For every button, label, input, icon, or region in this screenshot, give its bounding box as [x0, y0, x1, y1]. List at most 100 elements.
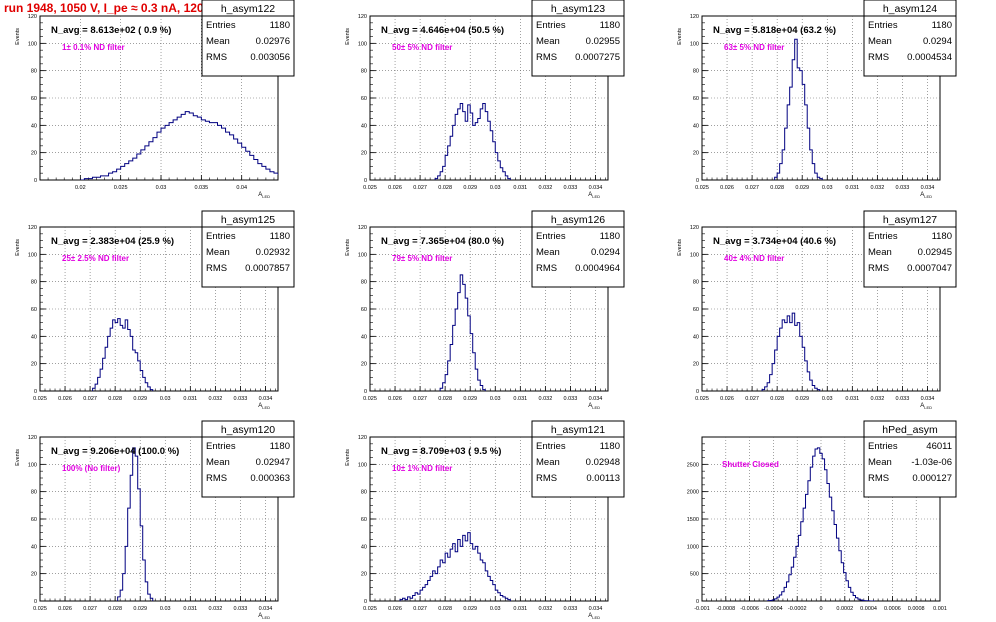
y-tick-label: 100 — [690, 252, 699, 258]
filter-label: 10± 1% ND filter — [392, 464, 452, 473]
stats-hist-name: h_asym122 — [221, 3, 275, 15]
x-tick-label: 0.027 — [745, 396, 759, 402]
y-tick-label: 60 — [693, 307, 699, 313]
x-tick-label: 0.028 — [770, 396, 784, 402]
stats-label: Entries — [536, 231, 566, 242]
x-tick-label: 0.031 — [513, 396, 527, 402]
y-tick-label: 60 — [31, 517, 37, 523]
stats-hist-name: h_asym124 — [883, 3, 937, 15]
x-tick-label: 0.02 — [75, 185, 86, 191]
stats-value: 0.02945 — [918, 247, 952, 258]
stats-hist-name: h_asym120 — [221, 424, 275, 436]
y-tick-label: 120 — [690, 225, 699, 231]
x-tick-label: 0.03 — [822, 396, 833, 402]
x-tick-label: 0.035 — [194, 185, 208, 191]
y-tick-label: 40 — [693, 334, 699, 340]
y-tick-label: 100 — [358, 41, 367, 47]
histogram-panel-h_asym127: 0.025 0.026 0.027 0.028 0.029 0.03 0.031 0.032 0… — [677, 210, 957, 410]
x-tick-label: 0.029 — [463, 185, 477, 191]
y-tick-label: 40 — [361, 334, 367, 340]
histogram-outline — [761, 312, 821, 391]
x-axis-subscript: LED — [262, 405, 270, 410]
x-tick-label: 0.029 — [795, 185, 809, 191]
x-tick-label: 0.034 — [921, 396, 935, 402]
x-tick-label: 0.033 — [896, 396, 910, 402]
stats-hist-name: h_asym127 — [883, 214, 937, 226]
stats-value: 0.00113 — [586, 473, 620, 484]
x-axis-subscript: LED — [924, 405, 932, 410]
x-tick-label: 0.032 — [870, 396, 884, 402]
navg-label: N_avg = 9.206e+04 (100.0 %) — [51, 446, 179, 457]
y-tick-label: 20 — [693, 151, 699, 157]
x-tick-label: 0.029 — [795, 396, 809, 402]
x-tick-label: 0.026 — [388, 396, 402, 402]
x-tick-label: 0.0006 — [884, 606, 901, 612]
y-tick-label: 60 — [693, 96, 699, 102]
stats-value: 0.0004534 — [907, 52, 952, 63]
y-tick-label: 120 — [358, 14, 367, 20]
x-tick-label: 0.033 — [564, 396, 578, 402]
stats-label: Mean — [536, 247, 560, 258]
x-tick-label: 0.027 — [745, 185, 759, 191]
x-tick-label: 0.03 — [160, 396, 171, 402]
stats-hist-name: h_asym125 — [221, 214, 275, 226]
x-tick-label: 0.027 — [413, 185, 427, 191]
stats-label: Mean — [536, 457, 560, 468]
y-tick-label: 100 — [358, 462, 367, 468]
x-tick-label: 0.027 — [413, 396, 427, 402]
stats-value: 0.0007857 — [245, 263, 290, 274]
x-tick-label: -0.0006 — [740, 606, 759, 612]
x-tick-label: 0.028 — [770, 185, 784, 191]
x-tick-label: 0.033 — [896, 185, 910, 191]
stats-value: 1180 — [270, 441, 290, 452]
stats-box — [863, 420, 957, 498]
x-tick-label: -0.0008 — [716, 606, 735, 612]
stats-box — [863, 0, 957, 77]
histogram-panel-h_asym126: 0.025 0.026 0.027 0.028 0.029 0.03 0.031 0.032 0… — [345, 210, 625, 410]
navg-label: N_avg = 4.646e+04 (50.5 %) — [381, 25, 504, 36]
histogram-panel-hPed_asym: -0.001 -0.0008 -0.0006 -0.0004 -0.0002 0 0.000… — [687, 420, 957, 612]
x-axis-title: ALED — [920, 403, 932, 410]
y-tick-label: 1500 — [687, 517, 699, 523]
x-tick-label: 0.026 — [388, 606, 402, 612]
x-tick-label: 0.034 — [589, 606, 603, 612]
stats-label: Entries — [868, 441, 898, 452]
navg-label: N_avg = 7.365e+04 (80.0 %) — [381, 236, 504, 247]
x-tick-label: 0.03 — [490, 606, 501, 612]
stats-value: 0.02955 — [586, 36, 620, 47]
y-tick-label: 40 — [693, 123, 699, 129]
y-tick-label: 120 — [358, 435, 367, 441]
y-tick-label: 80 — [361, 490, 367, 496]
x-tick-label: 0.03 — [160, 606, 171, 612]
x-tick-label: 0.034 — [589, 396, 603, 402]
stats-value: 0.000363 — [250, 473, 290, 484]
x-axis-subscript: LED — [592, 405, 600, 410]
y-tick-label: 0 — [696, 389, 699, 395]
stats-box — [531, 0, 625, 77]
stats-label: Entries — [536, 441, 566, 452]
run-title: run 1948, 1050 V, I_pe ≈ 0.3 nA, 120 Hz — [4, 1, 222, 15]
y-tick-label: 100 — [28, 462, 37, 468]
x-tick-label: 0.025 — [363, 606, 377, 612]
x-tick-label: 0.032 — [870, 185, 884, 191]
x-tick-label: 0.025 — [114, 185, 128, 191]
x-tick-label: 0.03 — [490, 396, 501, 402]
x-tick-label: 0.031 — [845, 396, 859, 402]
y-tick-label: 20 — [361, 572, 367, 578]
x-tick-label: 0.0008 — [908, 606, 925, 612]
stats-label: Entries — [206, 441, 236, 452]
x-tick-label: 0.031 — [183, 606, 197, 612]
x-tick-label: 0.026 — [58, 396, 72, 402]
x-tick-label: 0.028 — [108, 606, 122, 612]
y-tick-label: 0 — [696, 178, 699, 184]
stats-label: Mean — [206, 457, 230, 468]
y-tick-label: 80 — [31, 490, 37, 496]
x-tick-label: 0.03 — [490, 185, 501, 191]
stats-box — [201, 210, 295, 288]
stats-label: Entries — [868, 20, 898, 31]
x-tick-label: 0.027 — [83, 396, 97, 402]
stats-value: 0.02976 — [256, 36, 290, 47]
y-tick-label: 20 — [361, 151, 367, 157]
histogram-panel-h_asym122: 0.02 0.025 0.03 0.035 0.04 0 20 40 60 80 100 120 Eve… — [15, 0, 295, 199]
histogram-panel-h_asym125: 0.025 0.026 0.027 0.028 0.029 0.03 0.031 0.032 0… — [15, 210, 295, 410]
